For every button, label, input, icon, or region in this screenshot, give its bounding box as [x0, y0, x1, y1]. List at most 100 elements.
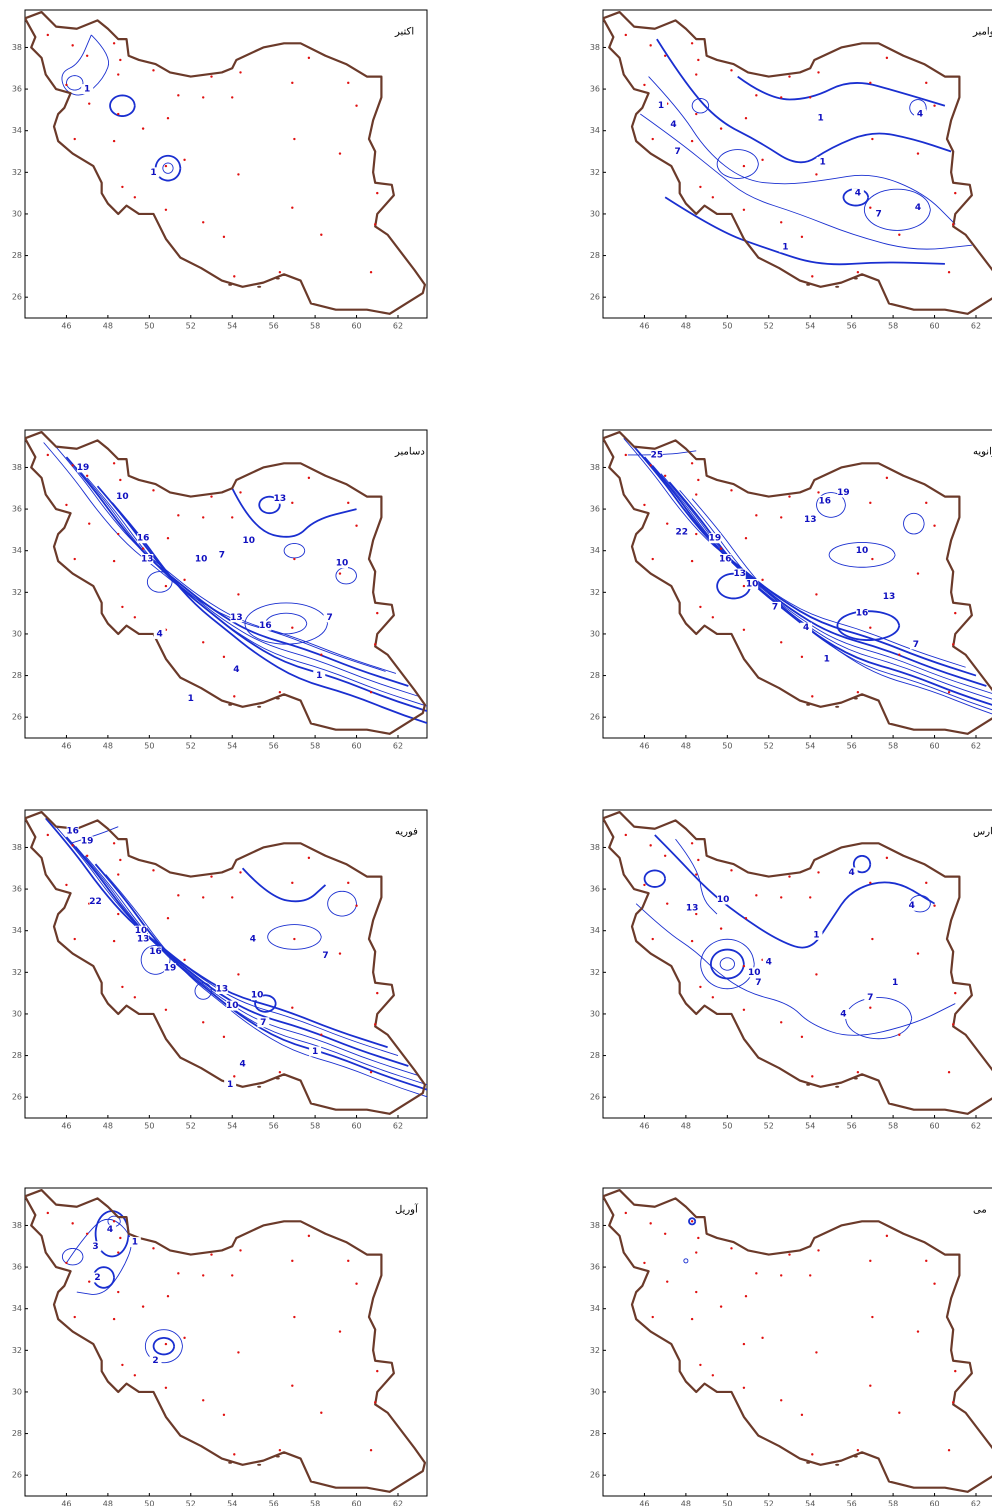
contour-label: 4	[915, 203, 921, 213]
station	[691, 42, 693, 44]
x-tick-label: 52	[764, 322, 774, 331]
panel-title: ژانویه	[973, 447, 992, 458]
station	[117, 1251, 119, 1253]
station	[857, 691, 859, 693]
station	[745, 117, 747, 119]
x-tick-label: 46	[61, 322, 71, 331]
station	[347, 882, 349, 884]
station	[293, 1316, 295, 1318]
station	[376, 1370, 378, 1372]
station	[117, 113, 119, 115]
station	[117, 533, 119, 535]
x-tick-label: 62	[971, 742, 981, 751]
station	[699, 986, 701, 988]
x-tick-label: 56	[847, 1122, 857, 1131]
x-tick-label: 52	[186, 1500, 196, 1506]
island	[257, 1086, 261, 1088]
panel-title: نوامبر	[972, 27, 992, 38]
station	[202, 96, 204, 98]
station	[815, 173, 817, 175]
x-tick-label: 60	[351, 322, 361, 331]
station	[817, 1249, 819, 1251]
station	[815, 593, 817, 595]
contour-label: 10	[748, 968, 761, 978]
station	[952, 223, 954, 225]
station	[308, 57, 310, 59]
station	[210, 1253, 212, 1255]
station	[121, 186, 123, 188]
station	[917, 152, 919, 154]
station	[695, 533, 697, 535]
y-tick-label: 38	[590, 1221, 600, 1230]
station	[237, 1351, 239, 1353]
station	[643, 84, 645, 86]
y-tick-label: 36	[12, 1263, 22, 1272]
y-tick-label: 32	[590, 968, 600, 977]
station	[643, 884, 645, 886]
station	[933, 525, 935, 527]
station	[291, 1385, 293, 1387]
station	[374, 1023, 376, 1025]
station	[697, 479, 699, 481]
x-tick-label: 62	[393, 1122, 403, 1131]
station	[47, 1212, 49, 1214]
map-panel: 4648505254565860622628303234363819101613…	[12, 430, 454, 751]
station	[210, 75, 212, 77]
station	[142, 547, 144, 549]
y-tick-label: 32	[590, 168, 600, 177]
island	[276, 697, 280, 699]
contour-label: 10	[746, 580, 759, 590]
contour-label: 10	[226, 1001, 239, 1011]
station	[788, 875, 790, 877]
x-tick-label: 58	[888, 1500, 898, 1506]
station	[898, 1412, 900, 1414]
station	[817, 491, 819, 493]
station	[202, 221, 204, 223]
map-panel: 46485052545658606226283032343638می	[590, 1188, 992, 1506]
y-tick-label: 26	[12, 713, 22, 722]
station	[119, 859, 121, 861]
y-tick-label: 38	[12, 843, 22, 852]
station	[886, 857, 888, 859]
contour-label: 1	[84, 85, 90, 95]
island	[257, 1464, 261, 1466]
island	[228, 704, 232, 706]
station	[291, 502, 293, 504]
station	[699, 606, 701, 608]
station	[71, 1222, 73, 1224]
island	[835, 1464, 839, 1466]
island	[854, 697, 858, 699]
y-tick-label: 34	[590, 126, 600, 135]
x-tick-label: 58	[310, 322, 320, 331]
contour-label: 13	[686, 903, 699, 913]
y-tick-label: 28	[12, 1051, 22, 1060]
contour-label: 19	[81, 837, 94, 847]
x-tick-label: 54	[227, 322, 237, 331]
station	[86, 475, 88, 477]
x-tick-label: 56	[269, 742, 279, 751]
contour-label: 16	[719, 555, 732, 565]
contour-label: 1	[132, 1238, 138, 1248]
station	[239, 1249, 241, 1251]
station	[347, 502, 349, 504]
station	[113, 842, 115, 844]
station	[801, 236, 803, 238]
station	[279, 271, 281, 273]
station	[691, 940, 693, 942]
station	[177, 514, 179, 516]
contour-label: 4	[909, 901, 915, 911]
station	[809, 896, 811, 898]
contour-label: 3	[92, 1242, 98, 1252]
contour-label: 22	[675, 527, 688, 537]
station	[933, 1283, 935, 1285]
y-tick-label: 32	[12, 968, 22, 977]
island	[854, 1455, 858, 1457]
station	[210, 875, 212, 877]
station	[177, 1272, 179, 1274]
contour-label: 13	[141, 555, 154, 565]
station	[210, 495, 212, 497]
station	[347, 1260, 349, 1262]
x-tick-label: 60	[351, 1122, 361, 1131]
station	[320, 1412, 322, 1414]
y-tick-label: 28	[590, 1429, 600, 1438]
